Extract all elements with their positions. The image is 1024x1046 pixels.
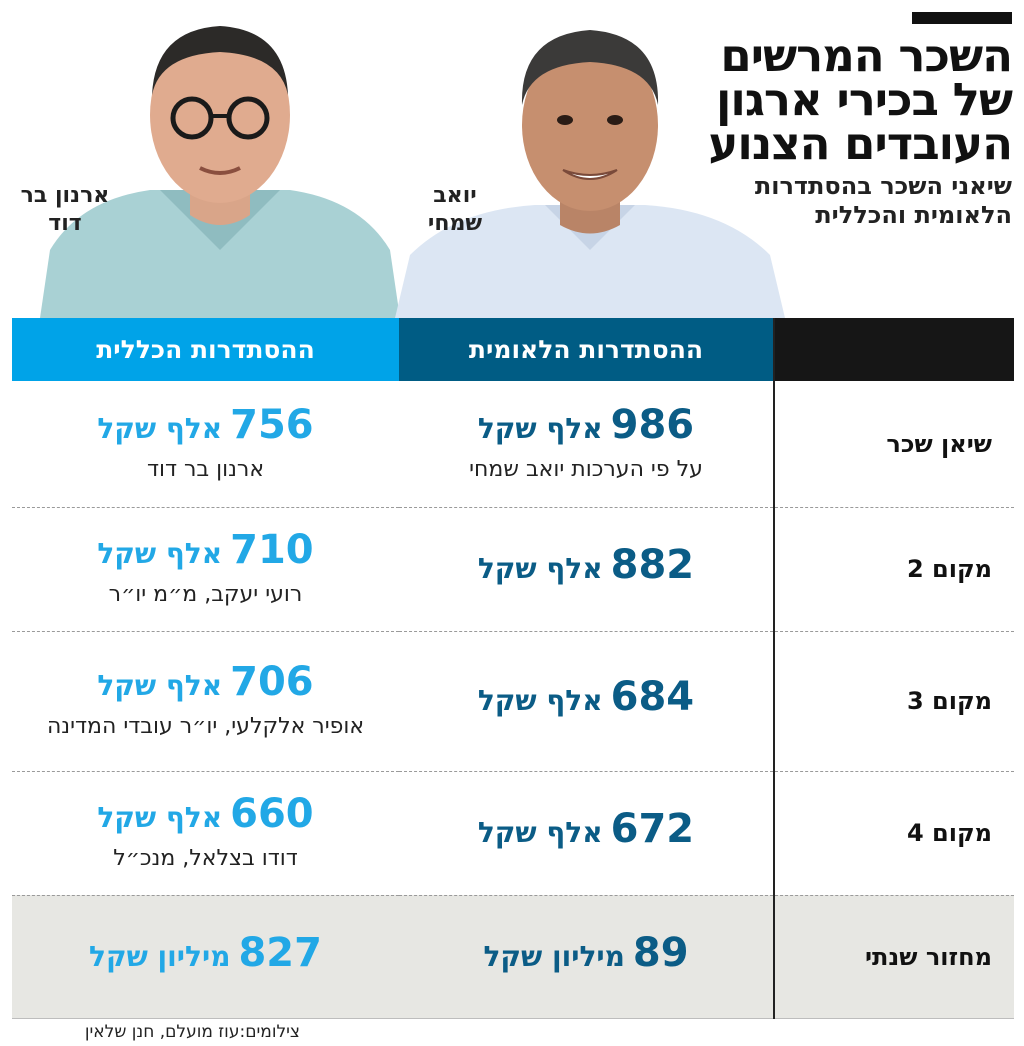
table-row: מקום 2 882אלף שקל 710אלף שקל רועי יעקב, … [12, 507, 1014, 632]
header-histadrut-leumit: ההסתדרות הלאומית [399, 318, 774, 381]
amount-value: 89 [632, 929, 689, 976]
comparison-table: ההסתדרות הלאומית ההסתדרות הכללית שיאן שכ… [12, 318, 1014, 1019]
amount-value: 756 [230, 401, 314, 448]
amount-value: 827 [238, 929, 322, 976]
amount-unit: מיליון שקל [89, 939, 231, 973]
table-row-total: מחזור שנתי 89מיליון שקל 827מיליון שקל [12, 895, 1014, 1019]
klalit-cell: 710אלף שקל רועי יעקב, מ״מ יו״ר [12, 507, 399, 632]
portrait-arnon-bar-david [40, 0, 400, 318]
amount-value: 882 [610, 542, 695, 588]
amount-unit: אלף שקל [477, 816, 603, 849]
amount-unit: אלף שקל [97, 411, 223, 445]
amount-note: דודו בצלאל, מנכ״ל [113, 846, 298, 871]
amount-value: 710 [230, 527, 314, 573]
row-label: מקום 2 [773, 507, 1014, 632]
klalit-amount: 710אלף שקל [22, 528, 389, 580]
klalit-amount: 660אלף שקל [22, 792, 389, 844]
row-label: שיאן שכר [773, 381, 1014, 508]
table-row: מקום 3 684אלף שקל 706אלף שקל אופיר אלקלע… [12, 631, 1014, 772]
amount-value: 660 [230, 791, 314, 837]
klalit-cell: 756אלף שקל ארנון בר דוד [12, 381, 399, 508]
row-label: מקום 4 [773, 771, 1014, 896]
klalit-cell: 706אלף שקל אופיר אלקלעי, יו״ר עובדי המדי… [12, 631, 399, 772]
amount-unit: אלף שקל [97, 669, 223, 702]
page-title: השכר המרשים של בכירי ארגון העובדים הצנוע [708, 29, 1013, 170]
amount-note: אופיר אלקלעי, יו״ר עובדי המדינה [46, 714, 365, 739]
amount-unit: אלף שקל [97, 801, 223, 834]
header-histadrut-klalit: ההסתדרות הכללית [12, 318, 399, 381]
caption-yoav-simhi: יואב שמחי [427, 183, 483, 236]
amount-value: 684 [610, 674, 695, 720]
amount-value: 706 [230, 659, 314, 705]
amount-unit: אלף שקל [97, 537, 223, 570]
leumit-amount: 89מיליון שקל [409, 931, 763, 983]
amount-unit: אלף שקל [477, 684, 603, 717]
caption-arnon-bar-david: ארנון בר דוד [20, 183, 110, 236]
leumit-cell: 882אלף שקל [399, 507, 774, 632]
amount-unit: מיליון שקל [483, 939, 625, 973]
photo-credit: צילומים:עוז מועלם, חנן שלאין [84, 1022, 300, 1042]
amount-note: רועי יעקב, מ״מ יו״ר [108, 582, 303, 607]
klalit-cell: 827מיליון שקל [12, 895, 399, 1019]
klalit-amount: 827מיליון שקל [22, 931, 389, 983]
row-label-header [773, 318, 1014, 381]
klalit-amount: 756אלף שקל [22, 403, 389, 455]
amount-value: 672 [610, 806, 695, 852]
amount-unit: אלף שקל [477, 552, 603, 585]
table-row: מקום 4 672אלף שקל 660אלף שקל דודו בצלאל,… [12, 771, 1014, 896]
klalit-cell: 660אלף שקל דודו בצלאל, מנכ״ל [12, 771, 399, 896]
title-accent-bar [912, 12, 1012, 24]
amount-note: ארנון בר דוד [146, 456, 265, 482]
leumit-amount: 986אלף שקל [409, 403, 763, 455]
amount-note: על פי הערכות יואב שמחי [469, 456, 703, 482]
row-label: מחזור שנתי [773, 895, 1014, 1019]
leumit-amount: 672אלף שקל [409, 807, 763, 859]
page-subtitle: שיאני השכר בהסתדרות הלאומית והכללית [754, 172, 1012, 229]
klalit-amount: 706אלף שקל [22, 660, 389, 712]
leumit-amount: 882אלף שקל [409, 543, 763, 595]
portrait-yoav-simhi [395, 0, 785, 318]
table-row: שיאן שכר 986אלף שקל על פי הערכות יואב שמ… [12, 381, 1014, 508]
leumit-cell: 672אלף שקל [399, 771, 774, 896]
table-header-row: ההסתדרות הלאומית ההסתדרות הכללית [12, 318, 1014, 381]
row-label: מקום 3 [773, 631, 1014, 772]
title-block: השכר המרשים של בכירי ארגון העובדים הצנוע… [682, 29, 1013, 230]
amount-unit: אלף שקל [477, 411, 603, 445]
amount-value: 986 [610, 401, 695, 448]
leumit-cell: 684אלף שקל [399, 631, 774, 772]
leumit-cell: 986אלף שקל על פי הערכות יואב שמחי [399, 381, 774, 508]
leumit-cell: 89מיליון שקל [399, 895, 774, 1019]
leumit-amount: 684אלף שקל [409, 675, 763, 727]
